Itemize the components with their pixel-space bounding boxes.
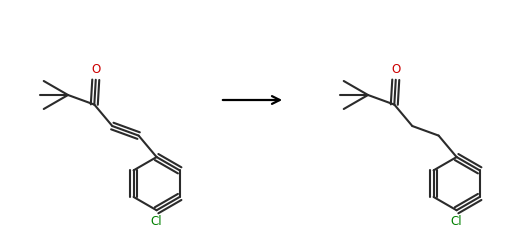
Text: Cl: Cl [151,215,162,228]
Text: O: O [91,63,100,76]
Text: Cl: Cl [451,215,463,228]
Text: O: O [391,63,401,76]
